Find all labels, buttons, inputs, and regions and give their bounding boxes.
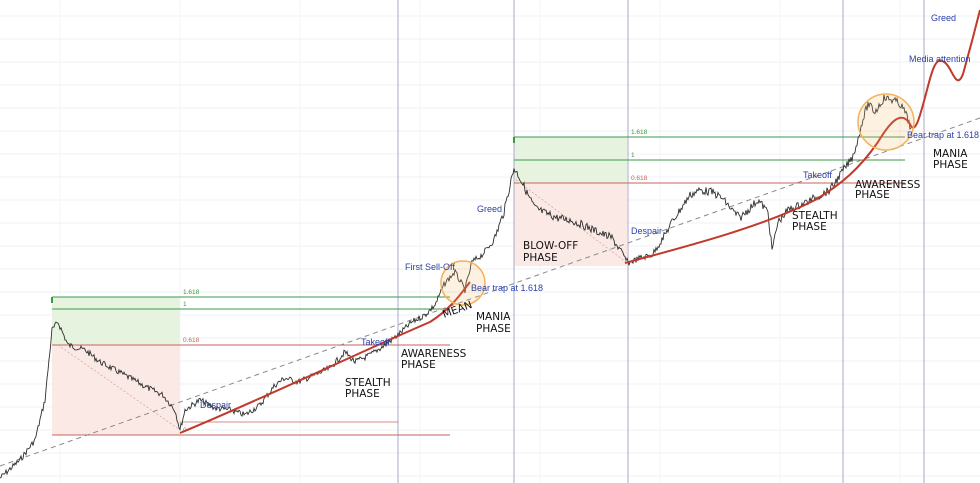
- annotation-label: AWARENESS: [401, 348, 467, 360]
- fib-level-label: 1: [631, 152, 635, 159]
- annotation-label: PHASE: [401, 359, 436, 371]
- highlight-circle-1: [440, 260, 486, 306]
- highlight-circle-2: [857, 93, 915, 151]
- fib-level-label: 0.618: [183, 337, 200, 344]
- annotation-label: PHASE: [792, 221, 827, 233]
- annotation-label: PHASE: [476, 323, 511, 335]
- annotation-label: Takeoff: [361, 337, 390, 347]
- fib-level-label: 1.618: [631, 129, 648, 136]
- annotation-label: Greed: [477, 204, 502, 214]
- annotation-label: AWARENESS: [855, 179, 921, 191]
- fib-diagonal: [57, 344, 181, 431]
- cycle-curves: [179, 9, 980, 434]
- annotation-label: PHASE: [855, 189, 890, 201]
- annotation-label: Despair: [200, 400, 231, 410]
- mean-trendline: [0, 117, 980, 467]
- annotation-label: Bear trap at 1.618: [907, 130, 979, 140]
- annotation-label: PHASE: [523, 252, 558, 264]
- highlight-circles: [440, 93, 915, 306]
- annotation-label: PHASE: [933, 159, 968, 171]
- annotation-label: Takeoff: [803, 170, 832, 180]
- red-zone-cycle1: [52, 345, 180, 435]
- annotation-label: MANIA: [476, 311, 511, 323]
- mean-trendline: [0, 117, 980, 467]
- fib-level-label: 1.618: [183, 289, 200, 296]
- fib-level-label: 0.618: [631, 175, 648, 182]
- annotation-label: PHASE: [345, 388, 380, 400]
- annotation-label: Despair: [631, 226, 662, 236]
- green-zone-cycle1: [52, 297, 180, 345]
- cycle-curve-2: [624, 9, 980, 264]
- annotation-label: BLOW-OFF: [523, 240, 578, 252]
- cycle-curve-1: [179, 281, 471, 434]
- red-zone-cycle2: [514, 183, 627, 266]
- price-series: [0, 94, 912, 479]
- fib-zones: [52, 137, 627, 435]
- annotation-label: STEALTH: [792, 210, 838, 222]
- annotation-label: First Sell-Off: [405, 262, 455, 272]
- annotation-label: MANIA: [933, 148, 968, 160]
- annotation-label: Bear trap at 1.618: [471, 283, 543, 293]
- annotation-labels: Greed Media attention Bear trap at 1.618 MA…: [200, 13, 979, 410]
- annotation-label: STEALTH: [345, 377, 391, 389]
- cycle-separators: [397, 0, 925, 483]
- annotation-label: Greed: [931, 13, 956, 23]
- fib-level-label: 1: [183, 301, 187, 308]
- price-line: [0, 94, 912, 479]
- annotation-label: Media attention: [909, 54, 971, 64]
